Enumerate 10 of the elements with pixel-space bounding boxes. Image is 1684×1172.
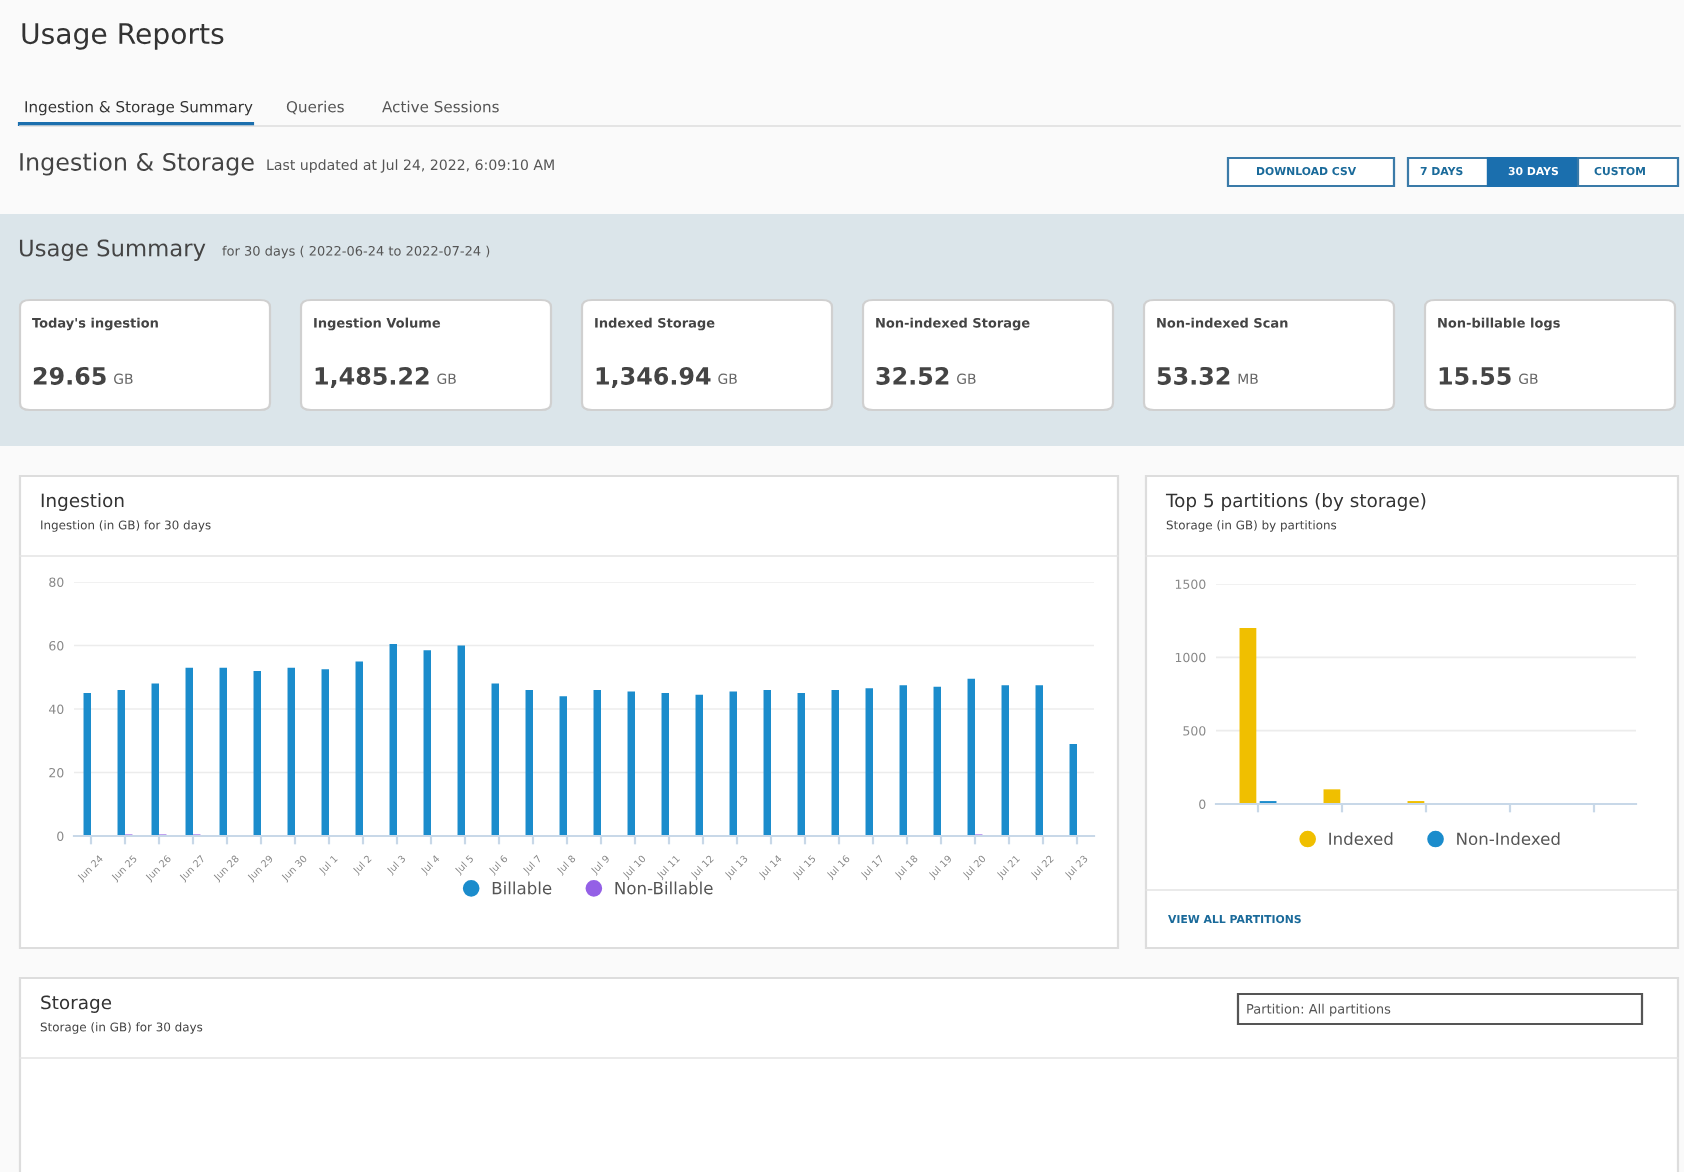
legend-label: Non-Indexed	[1457, 832, 1560, 846]
text: Storage	[41, 995, 112, 1013]
text: Usage Summary	[19, 239, 206, 262]
chart-title: Top 5 partitions (by storage)	[1165, 493, 1426, 511]
legend-label: Indexed	[1329, 832, 1393, 846]
text: Usage Reports	[22, 23, 224, 50]
text: Ingestion & Storage	[20, 152, 254, 176]
chart-title: Ingestion	[41, 493, 124, 511]
legend-label: Billable	[492, 881, 552, 895]
legend-label: Non-Billable	[615, 881, 713, 895]
